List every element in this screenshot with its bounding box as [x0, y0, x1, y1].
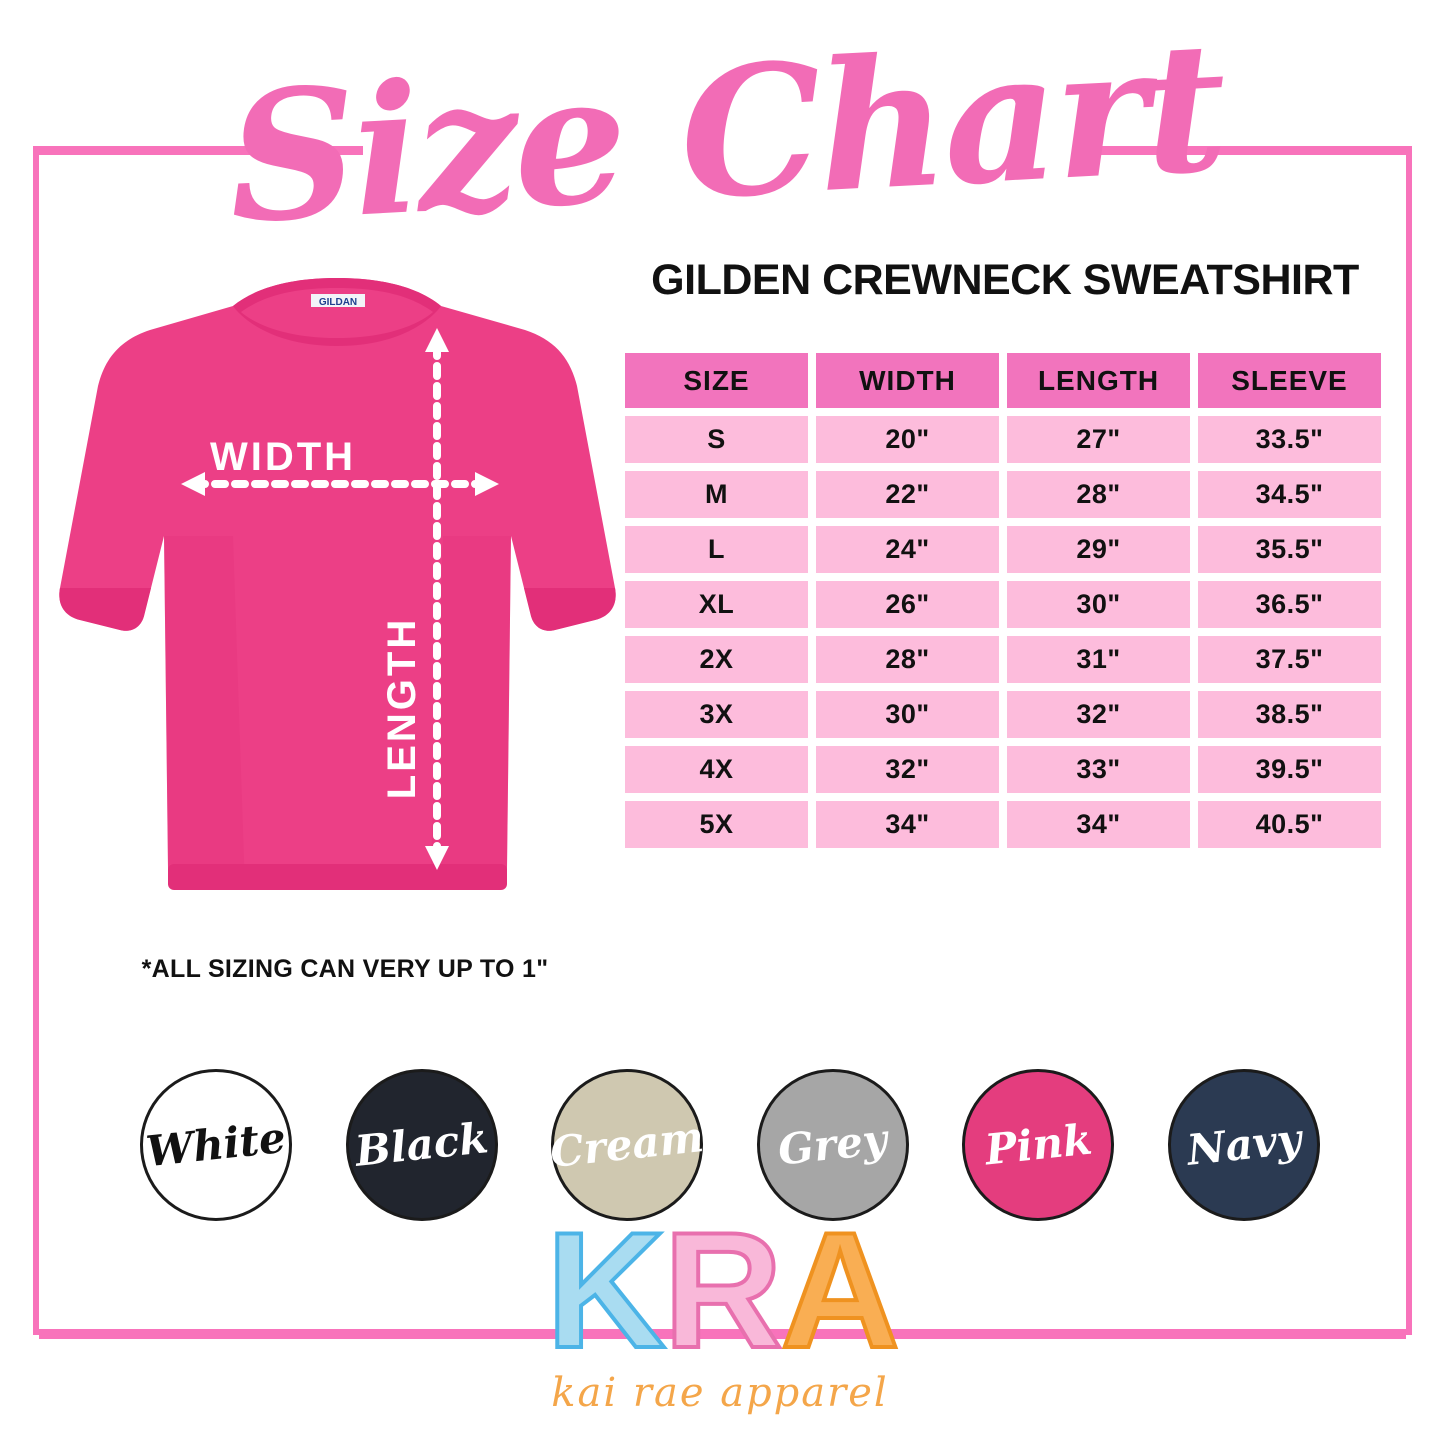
cell-width: 20" [816, 416, 999, 463]
length-arrow-top [425, 328, 449, 352]
column-header-length: LENGTH [1007, 353, 1190, 408]
cell-size: 3X [625, 691, 808, 738]
cell-width: 22" [816, 471, 999, 518]
cell-width: 26" [816, 581, 999, 628]
frame-top-gap [363, 140, 1085, 160]
swatch-label-pink: Pink [982, 1114, 1095, 1174]
cell-length: 32" [1007, 691, 1190, 738]
length-arrow-bottom [425, 846, 449, 870]
logo-letter-k: K [544, 1198, 667, 1382]
cell-width: 24" [816, 526, 999, 573]
size-table: SIZE WIDTH LENGTH SLEEVE S 20" 27" 33.5"… [625, 353, 1390, 856]
shirt-shade-left [164, 536, 245, 888]
shirt-hem [168, 864, 507, 890]
logo-letters: K R A [470, 1198, 970, 1382]
cell-length: 33" [1007, 746, 1190, 793]
logo-tagline: kai rae apparel [551, 1370, 889, 1416]
table-row: 5X 34" 34" 40.5" [625, 801, 1390, 848]
table-row: XL 26" 30" 36.5" [625, 581, 1390, 628]
cell-size: 2X [625, 636, 808, 683]
table-header-row: SIZE WIDTH LENGTH SLEEVE [625, 353, 1390, 408]
cell-width: 34" [816, 801, 999, 848]
cell-length: 29" [1007, 526, 1190, 573]
cell-width: 28" [816, 636, 999, 683]
cell-width: 32" [816, 746, 999, 793]
shirt-body [59, 278, 616, 888]
cell-size: L [625, 526, 808, 573]
title-script-text: Size Chart [222, 1, 1228, 263]
swatch-label-grey: Grey [775, 1113, 890, 1175]
cell-sleeve: 39.5" [1198, 746, 1381, 793]
sweatshirt-illustration: GILDAN WIDTH LENGTH [55, 268, 620, 928]
table-row: M 22" 28" 34.5" [625, 471, 1390, 518]
sizing-disclaimer: *ALL SIZING CAN VERY UP TO 1" [141, 955, 549, 983]
cell-sleeve: 34.5" [1198, 471, 1381, 518]
brand-logo: K R A kai rae apparel [470, 1198, 970, 1442]
brand-tag [311, 294, 365, 307]
swatch-label-white: White [143, 1112, 289, 1176]
swatch-navy[interactable]: Navy [1167, 1068, 1320, 1221]
brand-tag-label: GILDAN [319, 297, 357, 308]
table-row: 2X 28" 31" 37.5" [625, 636, 1390, 683]
swatch-white[interactable]: White [140, 1068, 292, 1221]
cell-length: 34" [1007, 801, 1190, 848]
shirt-cuff-right [524, 588, 616, 631]
cell-length: 27" [1007, 416, 1190, 463]
cell-length: 31" [1007, 636, 1190, 683]
shirt-collar-inner [241, 288, 433, 338]
cell-length: 28" [1007, 471, 1190, 518]
cell-sleeve: 40.5" [1198, 801, 1381, 848]
swatch-label-navy: Navy [1184, 1113, 1304, 1175]
swatch-black[interactable]: Black [345, 1068, 498, 1221]
color-swatch-row: White Black Cream Grey Pink Navy [140, 1052, 1320, 1237]
table-row: S 20" 27" 33.5" [625, 416, 1390, 463]
title-dash-right [1085, 146, 1412, 155]
page-title: Size Chart [223, 2, 1227, 263]
width-arrow-left [181, 472, 205, 496]
cell-size: M [625, 471, 808, 518]
cell-sleeve: 36.5" [1198, 581, 1381, 628]
swatch-label-black: Black [352, 1112, 491, 1176]
cell-sleeve: 35.5" [1198, 526, 1381, 573]
swatch-grey[interactable]: Grey [756, 1068, 909, 1221]
logo-divider-line [39, 1330, 1406, 1339]
title-dash-left [33, 146, 363, 155]
column-header-width: WIDTH [816, 353, 999, 408]
cell-sleeve: 38.5" [1198, 691, 1381, 738]
product-subtitle: GILDEN CREWNECK SWEATSHIRT [651, 255, 1359, 304]
table-row: L 24" 29" 35.5" [625, 526, 1390, 573]
table-body: S 20" 27" 33.5" M 22" 28" 34.5" L 24" 29… [625, 416, 1390, 848]
swatch-pink[interactable]: Pink [962, 1068, 1115, 1221]
sweatshirt-svg: GILDAN WIDTH LENGTH [59, 278, 616, 890]
cell-size: 5X [625, 801, 808, 848]
cell-size: XL [625, 581, 808, 628]
shirt-shade-right [430, 536, 511, 888]
width-label: WIDTH [210, 435, 356, 479]
column-header-sleeve: SLEEVE [1198, 353, 1381, 408]
table-row: 3X 30" 32" 38.5" [625, 691, 1390, 738]
logo-letter-a: A [779, 1198, 902, 1382]
swatch-cream[interactable]: Cream [548, 1068, 707, 1221]
shirt-cuff-left [59, 588, 151, 631]
width-arrow-right [475, 472, 499, 496]
cell-size: S [625, 416, 808, 463]
cell-size: 4X [625, 746, 808, 793]
logo-letter-r: R [661, 1198, 784, 1382]
swatch-label-cream: Cream [548, 1111, 707, 1177]
cell-sleeve: 33.5" [1198, 416, 1381, 463]
table-row: 4X 32" 33" 39.5" [625, 746, 1390, 793]
cell-width: 30" [816, 691, 999, 738]
cell-length: 30" [1007, 581, 1190, 628]
cell-sleeve: 37.5" [1198, 636, 1381, 683]
column-header-size: SIZE [625, 353, 808, 408]
length-label: LENGTH [380, 617, 424, 799]
